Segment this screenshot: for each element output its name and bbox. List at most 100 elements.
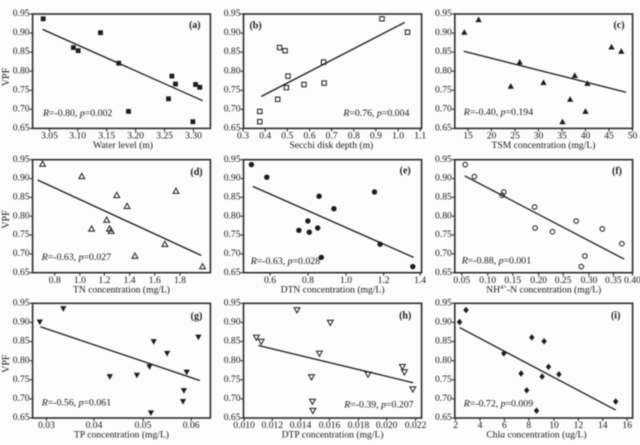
- svg-text:0.85: 0.85: [224, 191, 241, 202]
- svg-text:0.75: 0.75: [224, 84, 241, 95]
- svg-text:0.40: 0.40: [624, 275, 640, 286]
- svg-text:3.30: 3.30: [185, 131, 202, 142]
- svg-text:1.2: 1.2: [98, 275, 110, 286]
- svg-text:0.75: 0.75: [13, 229, 30, 240]
- svg-text:0.70: 0.70: [224, 248, 241, 259]
- svg-text:0.010: 0.010: [233, 420, 255, 431]
- svg-text:0.75: 0.75: [13, 84, 30, 95]
- svg-text:0.70: 0.70: [435, 103, 452, 114]
- svg-text:0.65: 0.65: [13, 123, 30, 134]
- svg-text:0.75: 0.75: [435, 374, 452, 385]
- svg-text:0.90: 0.90: [435, 317, 452, 328]
- svg-text:(b): (b): [249, 21, 261, 32]
- svg-text:0.020: 0.020: [376, 420, 398, 431]
- svg-text:25: 25: [510, 131, 520, 142]
- svg-text:3.10: 3.10: [69, 131, 86, 142]
- svg-text:0.8: 0.8: [302, 275, 314, 286]
- svg-text:3.20: 3.20: [127, 131, 144, 142]
- svg-text:0.95: 0.95: [435, 297, 452, 308]
- svg-text:0.65: 0.65: [435, 412, 452, 423]
- svg-text:0.80: 0.80: [224, 65, 241, 76]
- svg-text:DTN concentration (mg/L): DTN concentration (mg/L): [281, 284, 385, 295]
- svg-text:R=-0.63, p=0.027: R=-0.63, p=0.027: [41, 252, 111, 263]
- svg-text:VPF: VPF: [1, 67, 12, 86]
- svg-text:10: 10: [549, 420, 559, 431]
- svg-text:50: 50: [628, 131, 638, 142]
- svg-text:R=-0.72, p=0.009: R=-0.72, p=0.009: [463, 399, 533, 410]
- svg-text:0.8: 0.8: [49, 275, 61, 286]
- svg-text:TP concentration (mg/L): TP concentration (mg/L): [74, 430, 169, 441]
- svg-text:0.75: 0.75: [224, 374, 241, 385]
- svg-text:0.85: 0.85: [224, 336, 241, 347]
- svg-text:0.85: 0.85: [13, 336, 30, 347]
- svg-text:0.012: 0.012: [262, 420, 284, 431]
- svg-text:0.70: 0.70: [13, 248, 30, 259]
- svg-text:0.85: 0.85: [435, 336, 452, 347]
- svg-text:0.70: 0.70: [13, 393, 30, 404]
- svg-text:0.20: 0.20: [530, 275, 547, 286]
- svg-text:8: 8: [526, 420, 531, 431]
- svg-text:R=-0.39, p=0.207: R=-0.39, p=0.207: [343, 400, 413, 411]
- svg-text:R=0.76, p=0.004: R=0.76, p=0.004: [342, 108, 409, 119]
- svg-text:0.7: 0.7: [326, 131, 338, 142]
- svg-text:0.65: 0.65: [224, 412, 241, 423]
- svg-text:0.90: 0.90: [224, 173, 241, 184]
- svg-text:R=-0.56, p=0.061: R=-0.56, p=0.061: [41, 398, 111, 409]
- svg-text:0.75: 0.75: [435, 84, 452, 95]
- svg-text:0.80: 0.80: [13, 65, 30, 76]
- svg-text:0.70: 0.70: [13, 103, 30, 114]
- svg-text:0.30: 0.30: [581, 275, 598, 286]
- svg-text:45: 45: [604, 131, 614, 142]
- svg-text:16: 16: [622, 420, 632, 431]
- svg-text:0.80: 0.80: [435, 355, 452, 366]
- svg-text:12: 12: [574, 420, 584, 431]
- svg-text:1.4: 1.4: [414, 275, 426, 286]
- svg-text:1.1: 1.1: [414, 131, 426, 142]
- svg-text:0.03: 0.03: [38, 420, 55, 431]
- svg-text:NH4+-N concentration (mg/L): NH4+-N concentration (mg/L): [486, 284, 601, 295]
- svg-text:0.9: 0.9: [370, 131, 382, 142]
- svg-text:0.95: 0.95: [13, 297, 30, 308]
- svg-text:0.65: 0.65: [435, 123, 452, 134]
- svg-text:Chla concentration (ug/L): Chla concentration (ug/L): [486, 430, 586, 441]
- svg-text:R=-0.40, p=0.194: R=-0.40, p=0.194: [463, 107, 533, 118]
- svg-text:R=-0.63, p=0.028: R=-0.63, p=0.028: [250, 256, 320, 267]
- svg-text:0.80: 0.80: [224, 210, 241, 221]
- svg-text:0.85: 0.85: [435, 46, 452, 57]
- svg-text:3.15: 3.15: [98, 131, 115, 142]
- svg-text:0.65: 0.65: [13, 412, 30, 423]
- svg-text:6: 6: [502, 420, 507, 431]
- svg-text:0.85: 0.85: [435, 191, 452, 202]
- svg-text:0.80: 0.80: [224, 355, 241, 366]
- svg-text:0.95: 0.95: [435, 154, 452, 165]
- svg-text:15: 15: [463, 131, 473, 142]
- svg-text:0.65: 0.65: [13, 267, 30, 278]
- svg-text:Secchi disk depth (m): Secchi disk depth (m): [289, 140, 373, 151]
- svg-text:1.4: 1.4: [124, 275, 136, 286]
- svg-text:0.80: 0.80: [435, 65, 452, 76]
- svg-text:20: 20: [487, 131, 497, 142]
- svg-text:0.90: 0.90: [13, 317, 30, 328]
- svg-text:0.70: 0.70: [224, 103, 241, 114]
- svg-text:0.90: 0.90: [224, 317, 241, 328]
- svg-text:0.016: 0.016: [319, 420, 341, 431]
- svg-text:(f): (f): [612, 166, 622, 177]
- svg-text:R=-0.80, p=0.002: R=-0.80, p=0.002: [42, 108, 112, 119]
- svg-text:1.6: 1.6: [149, 275, 161, 286]
- svg-text:0.75: 0.75: [435, 229, 452, 240]
- svg-text:0.018: 0.018: [348, 420, 370, 431]
- svg-text:Water level (m): Water level (m): [93, 140, 153, 151]
- svg-text:0.90: 0.90: [435, 27, 452, 38]
- svg-text:0.90: 0.90: [435, 173, 452, 184]
- svg-text:0.70: 0.70: [435, 393, 452, 404]
- svg-text:40: 40: [581, 131, 591, 142]
- svg-text:0.022: 0.022: [405, 420, 427, 431]
- svg-text:(c): (c): [613, 20, 624, 31]
- svg-text:0.70: 0.70: [224, 393, 241, 404]
- svg-text:0.05: 0.05: [453, 275, 470, 286]
- svg-text:0.35: 0.35: [605, 275, 622, 286]
- svg-text:(e): (e): [400, 166, 411, 177]
- svg-text:3.25: 3.25: [156, 131, 173, 142]
- svg-text:0.85: 0.85: [13, 46, 30, 57]
- svg-text:0.95: 0.95: [13, 8, 30, 19]
